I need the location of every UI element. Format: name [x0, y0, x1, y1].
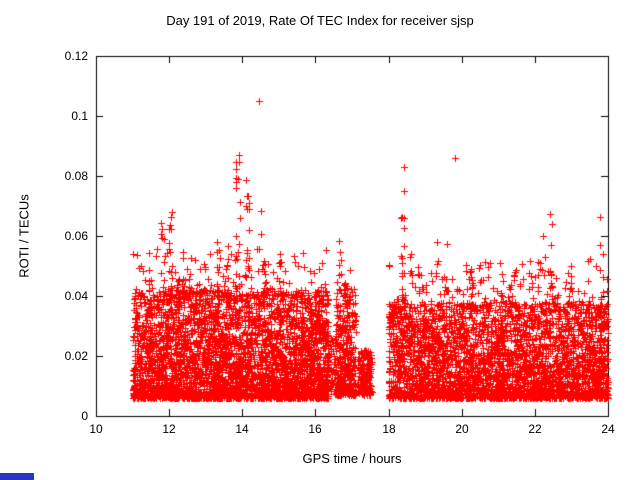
y-tick-label: 0 — [81, 409, 88, 423]
screen-edge-artifact — [0, 473, 34, 480]
y-tick-label: 0.08 — [64, 169, 88, 183]
x-tick-label: 12 — [162, 422, 176, 436]
y-tick-label: 0.02 — [64, 349, 88, 363]
chart-title: Day 191 of 2019, Rate Of TEC Index for r… — [166, 13, 474, 28]
x-tick-label: 10 — [89, 422, 103, 436]
x-axis-label: GPS time / hours — [302, 451, 402, 466]
x-tick-label: 16 — [308, 422, 322, 436]
y-tick-label: 0.06 — [64, 229, 88, 243]
x-tick-label: 20 — [455, 422, 469, 436]
x-tick-label: 22 — [528, 422, 542, 436]
x-tick-label: 18 — [382, 422, 396, 436]
y-axis-label: ROTI / TECUs — [16, 194, 32, 278]
x-tick-label: 14 — [235, 422, 249, 436]
y-tick-label: 0.12 — [64, 49, 88, 63]
x-tick-label: 24 — [601, 422, 615, 436]
y-tick-label: 0.1 — [71, 109, 88, 123]
y-tick-label: 0.04 — [64, 289, 88, 303]
